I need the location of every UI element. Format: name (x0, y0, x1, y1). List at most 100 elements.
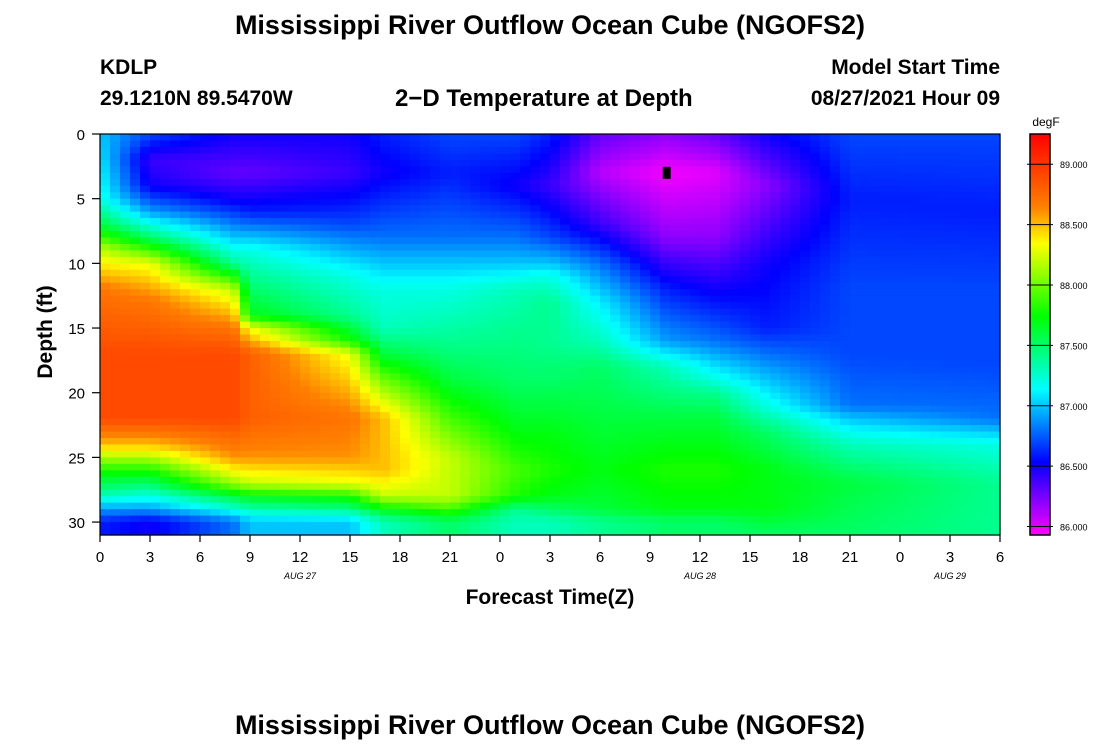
heatmap-cell (270, 185, 281, 193)
heatmap-cell (490, 289, 501, 297)
heatmap-cell (240, 256, 251, 264)
heatmap-cell (500, 515, 511, 523)
heatmap-cell (460, 476, 471, 484)
heatmap-cell (330, 302, 341, 310)
heatmap-cell (100, 496, 111, 504)
heatmap-cell (420, 340, 431, 349)
heatmap-cell (680, 522, 691, 530)
heatmap-cell (570, 450, 581, 458)
heatmap-cell (670, 321, 681, 329)
heatmap-cell (580, 483, 591, 491)
heatmap-cell (430, 509, 441, 517)
heatmap-cell (110, 489, 121, 497)
heatmap-cell (660, 302, 671, 310)
heatmap-cell (830, 308, 841, 316)
heatmap-cell (840, 263, 851, 271)
heatmap-cell (430, 379, 441, 387)
heatmap-cell (230, 476, 241, 484)
heatmap-cell (510, 418, 521, 426)
heatmap-cell (660, 231, 671, 239)
heatmap-cell (900, 263, 911, 271)
heatmap-cell (100, 256, 111, 264)
heatmap-cell (810, 509, 821, 517)
heatmap-cell (430, 269, 441, 277)
heatmap-cell (680, 431, 691, 439)
heatmap-cell (570, 509, 581, 517)
heatmap-cell (210, 153, 221, 161)
heatmap-cell (310, 276, 321, 284)
heatmap-cell (760, 476, 771, 484)
heatmap-cell (250, 379, 261, 387)
heatmap-cell (860, 153, 871, 161)
heatmap-cell (400, 399, 411, 407)
heatmap-cell (850, 457, 861, 465)
heatmap-cell (200, 379, 211, 387)
heatmap-cell (800, 237, 811, 245)
heatmap-cell (780, 334, 791, 342)
heatmap-cell (400, 392, 411, 400)
heatmap-cell (780, 179, 791, 187)
heatmap-cell (890, 159, 901, 167)
heatmap-cell (450, 269, 461, 277)
heatmap-cell (170, 476, 181, 484)
heatmap-cell (440, 476, 451, 484)
heatmap-cell (310, 166, 321, 174)
heatmap-cell (670, 340, 681, 349)
heatmap-cell (420, 276, 431, 284)
heatmap-cell (320, 269, 331, 277)
heatmap-cell (160, 282, 171, 290)
heatmap-cell (620, 437, 631, 446)
heatmap-cell (420, 347, 431, 355)
heatmap-cell (860, 386, 871, 394)
heatmap-cell (830, 437, 841, 446)
heatmap-cell (630, 276, 641, 284)
heatmap-cell (760, 134, 771, 142)
heatmap-cell (520, 282, 531, 290)
heatmap-cell (160, 256, 171, 264)
heatmap-cell (270, 276, 281, 284)
heatmap-cell (800, 153, 811, 161)
heatmap-cell (270, 192, 281, 200)
heatmap-cell (500, 463, 511, 471)
heatmap-cell (240, 146, 251, 155)
heatmap-cell (140, 386, 151, 394)
heatmap-cell (190, 353, 201, 361)
heatmap-cell (110, 205, 121, 213)
heatmap-cell (890, 269, 901, 277)
heatmap-cell (500, 328, 511, 336)
heatmap-cell (200, 373, 211, 381)
heatmap-cell (620, 211, 631, 219)
heatmap-cell (630, 360, 641, 368)
heatmap-cell (370, 205, 381, 213)
heatmap-cell (360, 166, 371, 174)
heatmap-cell (400, 334, 411, 342)
heatmap-cell (360, 308, 371, 316)
heatmap-cell (780, 353, 791, 361)
heatmap-cell (140, 172, 151, 180)
heatmap-cell (120, 528, 131, 536)
heatmap-cell (870, 366, 881, 374)
heatmap-cell (660, 470, 671, 478)
heatmap-cell (740, 522, 751, 530)
heatmap-cell (830, 379, 841, 387)
heatmap-cell (270, 269, 281, 277)
heatmap-cell (270, 405, 281, 413)
heatmap-cell (100, 166, 111, 174)
heatmap-cell (340, 334, 351, 342)
heatmap-cell (210, 379, 221, 387)
heatmap-cell (700, 276, 711, 284)
heatmap-cell (220, 463, 231, 471)
heatmap-cell (250, 399, 261, 407)
heatmap-cell (710, 243, 721, 252)
heatmap-cell (820, 276, 831, 284)
heatmap-cell (650, 295, 661, 303)
heatmap-cell (390, 334, 401, 342)
heatmap-cell (520, 250, 531, 258)
heatmap-cell (880, 457, 891, 465)
heatmap-cell (470, 256, 481, 264)
heatmap-cell (210, 457, 221, 465)
station-id: KDLP (100, 56, 158, 79)
heatmap-cell (370, 159, 381, 167)
heatmap-cell (570, 340, 581, 349)
heatmap-cell (870, 522, 881, 530)
